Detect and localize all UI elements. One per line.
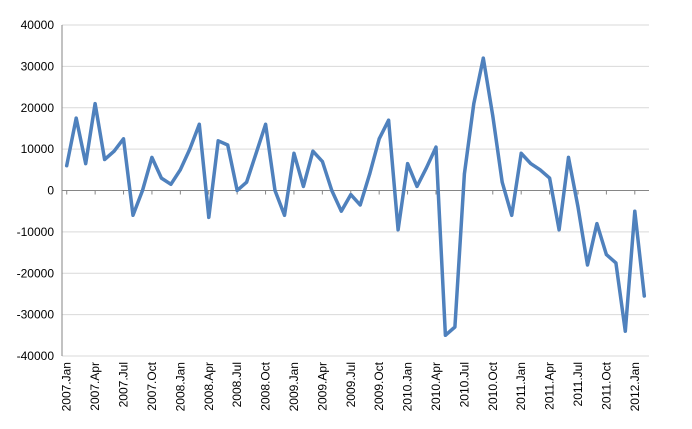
data-point xyxy=(481,56,485,60)
data-point xyxy=(614,261,618,265)
data-point xyxy=(311,149,315,153)
data-point xyxy=(65,164,69,168)
x-tick-label: 2010.Jan xyxy=(401,362,415,411)
data-point xyxy=(519,151,523,155)
data-point xyxy=(282,213,286,217)
data-point xyxy=(472,102,476,106)
data-point xyxy=(425,166,429,170)
data-point xyxy=(159,176,163,180)
data-point xyxy=(292,151,296,155)
x-tick-label: 2011.Jul xyxy=(571,362,585,406)
data-point xyxy=(576,205,580,209)
data-point xyxy=(633,209,637,213)
y-axis: 40000 30000 20000 10000 0 -10000 -20000 -30000 -… xyxy=(17,18,63,363)
data-point xyxy=(585,263,589,267)
y-tick-label: 20000 xyxy=(21,101,55,115)
data-point xyxy=(226,143,230,147)
x-tick-label: 2008.Apr xyxy=(202,362,216,411)
x-tick-label: 2011.Apr xyxy=(543,362,557,410)
data-point xyxy=(557,228,561,232)
data-point xyxy=(453,325,457,329)
series-line xyxy=(64,56,647,338)
data-point xyxy=(131,213,135,217)
x-tick-label: 2012.Jan xyxy=(628,362,642,411)
data-point xyxy=(178,168,182,172)
data-point xyxy=(491,114,495,118)
data-point xyxy=(462,172,466,176)
data-point xyxy=(197,122,201,126)
data-point xyxy=(235,189,239,192)
data-point xyxy=(642,294,646,298)
data-point xyxy=(93,102,97,106)
data-point xyxy=(595,222,599,226)
y-tick-label: 30000 xyxy=(21,59,55,73)
data-point xyxy=(216,139,220,143)
x-tick-label: 2010.Apr xyxy=(429,362,443,411)
data-point xyxy=(434,145,438,149)
data-point xyxy=(529,162,533,166)
x-tick-label: 2007.Jan xyxy=(60,362,74,411)
y-tick-label: -30000 xyxy=(17,308,55,322)
data-point xyxy=(396,228,400,232)
x-tick-label: 2010.Jul xyxy=(457,362,471,407)
data-point xyxy=(548,176,552,180)
data-point xyxy=(406,162,410,166)
data-point xyxy=(368,172,372,176)
y-tick-label: -40000 xyxy=(17,349,55,363)
data-point xyxy=(320,160,324,164)
x-axis: 2007.Jan 2007.Apr 2007.Jul 2007.Oct 2008.Jan… xyxy=(60,190,649,411)
data-point xyxy=(358,203,362,207)
x-tick-label: 2011.Oct xyxy=(599,361,613,409)
data-point xyxy=(140,189,144,192)
data-point xyxy=(443,333,447,337)
x-tick-label: 2009.Jul xyxy=(344,362,358,407)
data-point xyxy=(112,149,116,153)
data-point xyxy=(254,151,258,155)
data-point xyxy=(330,189,334,192)
x-tick-label: 2011.Jan xyxy=(514,362,528,411)
data-point xyxy=(604,253,608,257)
data-point xyxy=(349,193,353,197)
data-point xyxy=(169,182,173,186)
y-tick-label: -20000 xyxy=(17,266,55,280)
x-tick-label: 2007.Oct xyxy=(145,361,159,410)
data-point xyxy=(415,184,419,188)
data-point xyxy=(264,122,268,126)
y-tick-label: 10000 xyxy=(21,142,55,156)
data-point xyxy=(623,329,627,333)
data-point xyxy=(273,189,277,192)
y-tick-label: 0 xyxy=(47,184,54,198)
data-point xyxy=(377,137,381,141)
x-tick-label: 2009.Jan xyxy=(287,362,301,411)
data-point xyxy=(150,155,154,159)
data-point xyxy=(103,157,107,161)
x-tick-label: 2008.Oct xyxy=(259,361,273,410)
x-tick-label: 2007.Jul xyxy=(117,362,131,407)
x-tick-label: 2010.Oct xyxy=(486,361,500,410)
data-point xyxy=(567,155,571,159)
series xyxy=(64,56,647,338)
data-point xyxy=(245,180,249,184)
data-point xyxy=(301,184,305,188)
x-tick-label: 2007.Apr xyxy=(88,362,102,411)
x-tick-label: 2009.Apr xyxy=(315,362,329,411)
data-point xyxy=(387,118,391,122)
data-point xyxy=(122,137,126,141)
y-tick-label: 40000 xyxy=(21,18,55,32)
data-point xyxy=(207,215,211,219)
y-tick-label: -10000 xyxy=(17,225,55,239)
x-tick-label: 2008.Jan xyxy=(173,362,187,411)
data-point xyxy=(538,168,542,172)
data-point xyxy=(510,213,514,217)
x-tick-label: 2008.Jul xyxy=(230,362,244,407)
data-point xyxy=(339,209,343,213)
data-point xyxy=(74,116,78,120)
x-tick-label: 2009.Oct xyxy=(372,361,386,410)
data-point xyxy=(188,147,192,151)
data-point xyxy=(84,162,88,166)
data-point xyxy=(500,180,504,184)
